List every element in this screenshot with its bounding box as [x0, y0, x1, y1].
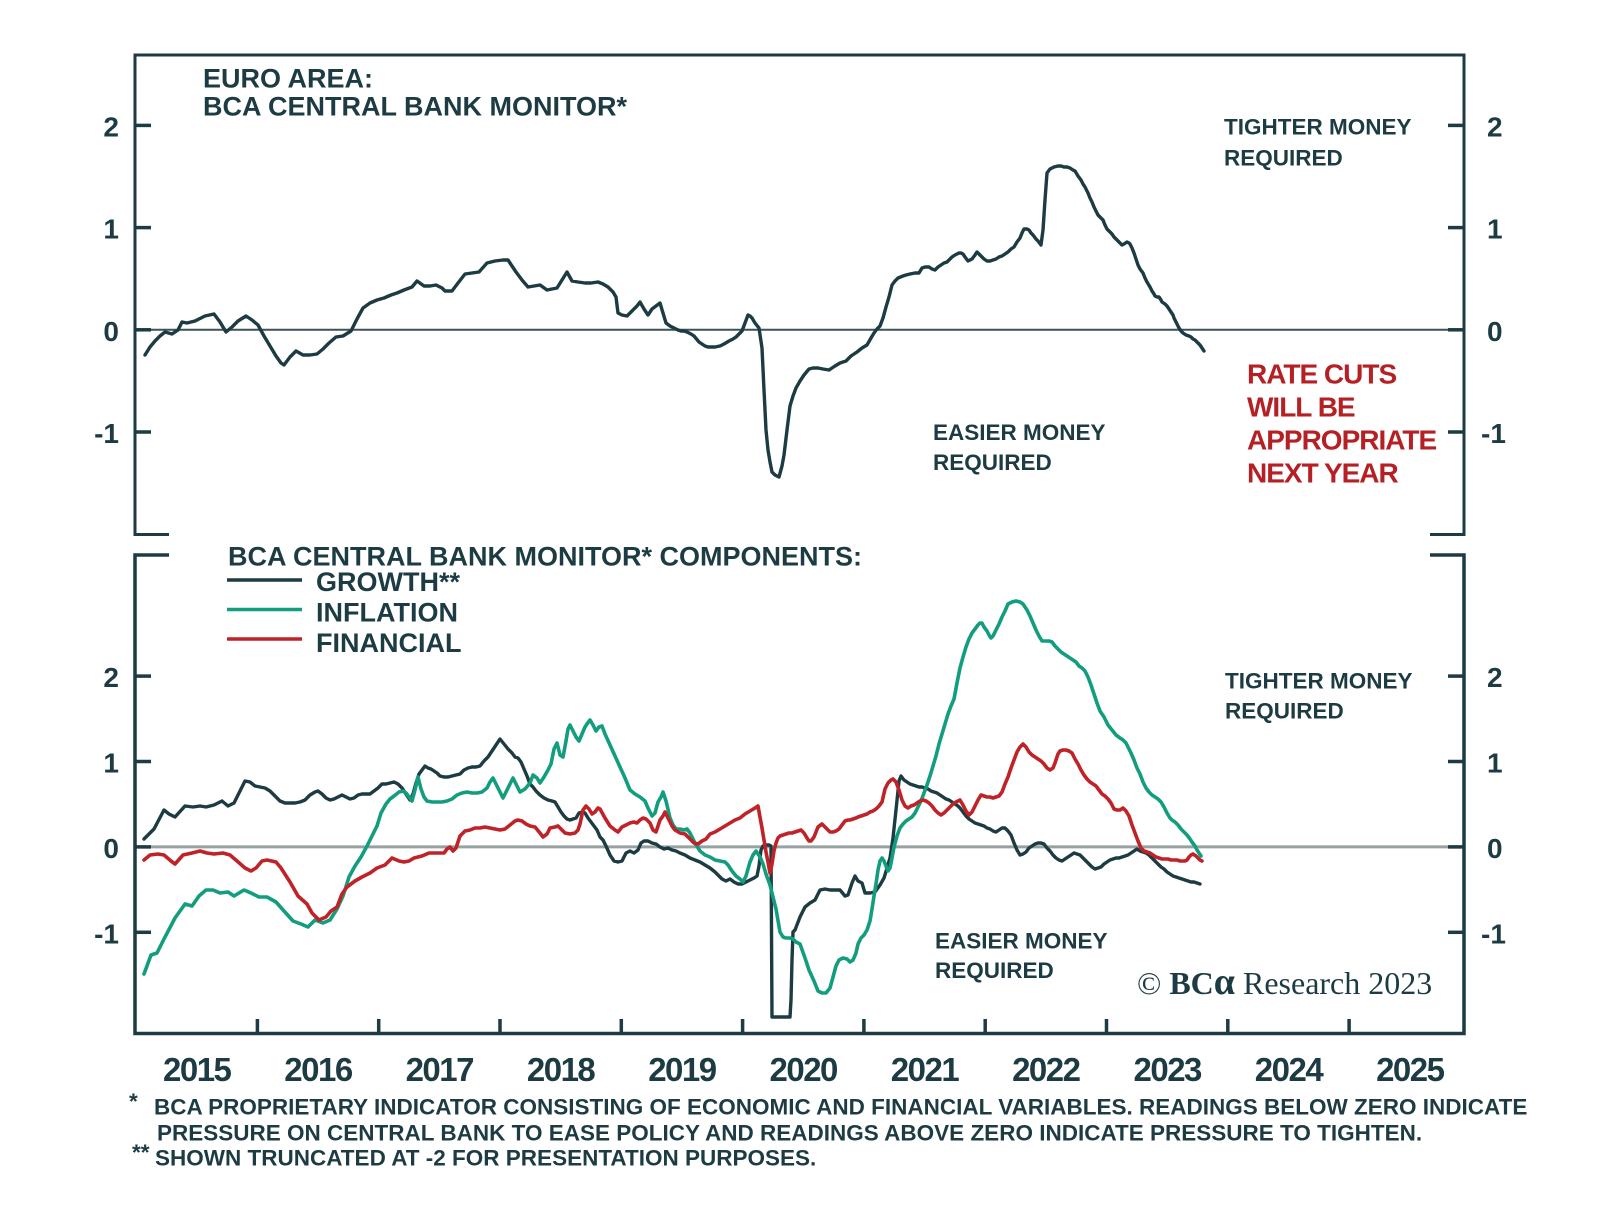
svg-text:0: 0	[103, 316, 119, 347]
svg-text:1: 1	[103, 214, 119, 245]
svg-text:-1: -1	[1481, 918, 1506, 949]
svg-text:-1: -1	[94, 418, 119, 449]
svg-text:0: 0	[1487, 316, 1503, 347]
svg-text:EURO AREA:: EURO AREA:	[203, 64, 373, 94]
svg-text:© BCα Research 2023: © BCα Research 2023	[1137, 961, 1432, 1003]
svg-text:2: 2	[103, 662, 119, 693]
svg-text:2023: 2023	[1133, 1051, 1202, 1088]
svg-text:EASIER MONEY: EASIER MONEY	[933, 420, 1106, 445]
svg-text:-1: -1	[1481, 418, 1506, 449]
svg-text:REQUIRED: REQUIRED	[1225, 699, 1344, 724]
svg-text:2019: 2019	[648, 1051, 717, 1088]
svg-text:2: 2	[1487, 111, 1503, 142]
svg-text:2: 2	[1487, 662, 1503, 693]
svg-text:1: 1	[1487, 748, 1503, 779]
svg-text:2016: 2016	[284, 1051, 353, 1088]
svg-text:2021: 2021	[891, 1051, 960, 1088]
svg-text:REQUIRED: REQUIRED	[1224, 145, 1343, 170]
svg-text:NEXT YEAR: NEXT YEAR	[1247, 457, 1399, 488]
svg-text:*: *	[129, 1089, 138, 1114]
svg-text:FINANCIAL: FINANCIAL	[316, 628, 461, 658]
svg-text:2015: 2015	[163, 1051, 232, 1088]
svg-text:SHOWN TRUNCATED AT -2 FOR PRES: SHOWN TRUNCATED AT -2 FOR PRESENTATION P…	[155, 1146, 816, 1171]
svg-text:TIGHTER MONEY: TIGHTER MONEY	[1225, 669, 1413, 694]
svg-text:-1: -1	[94, 918, 119, 949]
svg-text:0: 0	[103, 833, 119, 864]
svg-text:1: 1	[1487, 214, 1503, 245]
svg-text:PRESSURE ON CENTRAL BANK TO EA: PRESSURE ON CENTRAL BANK TO EASE POLICY …	[157, 1121, 1422, 1146]
svg-text:EASIER MONEY: EASIER MONEY	[935, 929, 1108, 954]
svg-text:TIGHTER MONEY: TIGHTER MONEY	[1224, 115, 1412, 140]
svg-text:REQUIRED: REQUIRED	[935, 958, 1054, 983]
svg-text:**: **	[132, 1140, 150, 1165]
svg-text:REQUIRED: REQUIRED	[933, 450, 1052, 475]
svg-text:1: 1	[103, 748, 119, 779]
svg-text:2024: 2024	[1255, 1051, 1325, 1088]
svg-text:2018: 2018	[527, 1051, 596, 1088]
svg-text:BCA CENTRAL BANK MONITOR*: BCA CENTRAL BANK MONITOR*	[203, 92, 627, 122]
svg-text:GROWTH**: GROWTH**	[316, 567, 460, 597]
svg-text:BCA PROPRIETARY INDICATOR CONS: BCA PROPRIETARY INDICATOR CONSISTING OF …	[154, 1095, 1527, 1120]
svg-text:2020: 2020	[769, 1051, 837, 1088]
svg-text:BCA CENTRAL BANK MONITOR* COMP: BCA CENTRAL BANK MONITOR* COMPONENTS:	[228, 542, 862, 572]
svg-text:2025: 2025	[1376, 1051, 1445, 1088]
svg-text:RATE CUTS: RATE CUTS	[1247, 358, 1396, 389]
svg-text:2022: 2022	[1012, 1051, 1081, 1088]
svg-text:2: 2	[103, 111, 119, 142]
svg-text:INFLATION: INFLATION	[316, 598, 458, 628]
svg-text:WILL BE: WILL BE	[1247, 391, 1355, 422]
svg-text:0: 0	[1487, 833, 1503, 864]
svg-text:2017: 2017	[406, 1051, 474, 1088]
svg-text:APPROPRIATE: APPROPRIATE	[1247, 424, 1436, 455]
